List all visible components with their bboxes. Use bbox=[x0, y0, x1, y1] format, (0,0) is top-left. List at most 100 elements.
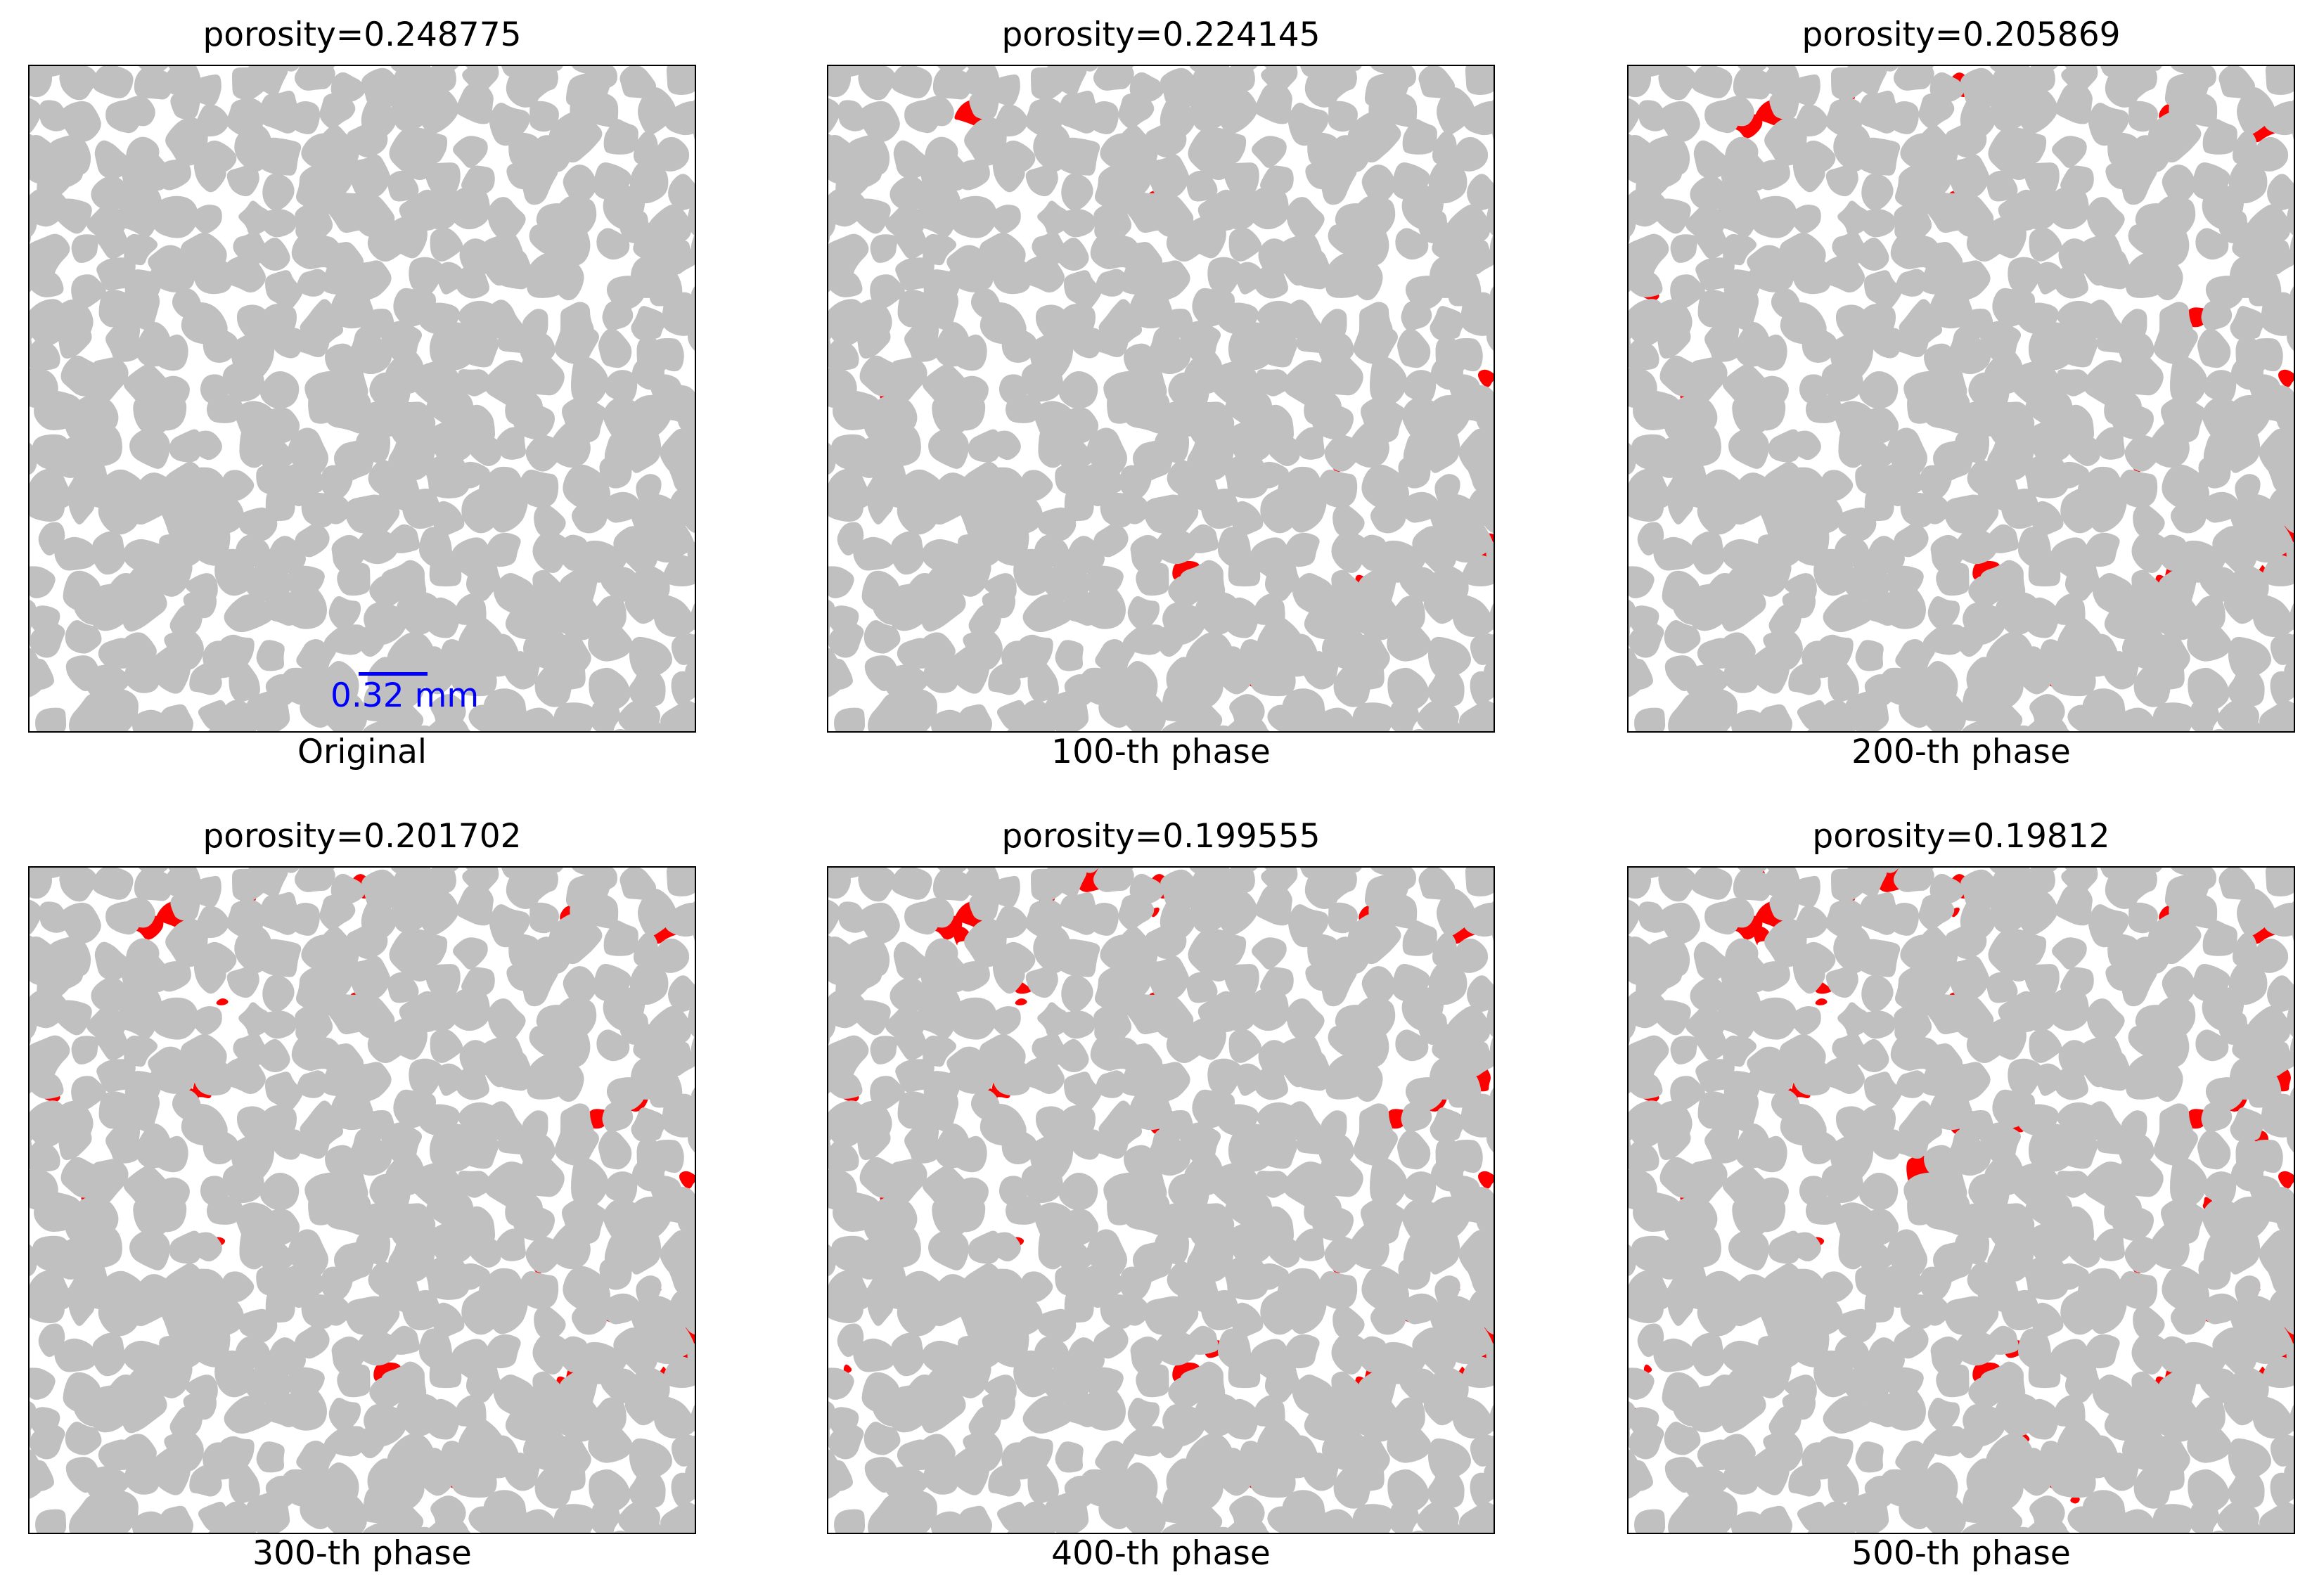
grain bbox=[870, 1036, 898, 1064]
grain bbox=[1918, 93, 1955, 129]
grain bbox=[453, 136, 488, 168]
grain bbox=[633, 932, 660, 970]
grain bbox=[1650, 952, 1683, 990]
grain bbox=[1695, 219, 1728, 259]
grain bbox=[220, 470, 255, 501]
grain bbox=[834, 1509, 866, 1533]
grain bbox=[1219, 934, 1247, 965]
grain bbox=[1353, 1454, 1385, 1491]
grain bbox=[1790, 1006, 1821, 1036]
grain bbox=[1479, 1291, 1494, 1335]
grain bbox=[60, 355, 101, 397]
grain bbox=[1629, 231, 1630, 244]
grain bbox=[1001, 328, 1037, 363]
grain bbox=[553, 1504, 596, 1533]
grain bbox=[1179, 560, 1226, 601]
grain bbox=[828, 1140, 859, 1173]
grain bbox=[620, 1225, 662, 1275]
grain bbox=[121, 1286, 167, 1327]
grain bbox=[1216, 989, 1259, 1031]
grain bbox=[515, 66, 558, 101]
grain bbox=[220, 634, 255, 670]
grain bbox=[1401, 300, 1432, 331]
grain bbox=[687, 322, 695, 352]
grain bbox=[454, 260, 489, 299]
grain bbox=[633, 1023, 669, 1066]
grain bbox=[2197, 328, 2231, 368]
grain bbox=[1771, 1532, 1778, 1533]
grain bbox=[150, 555, 193, 597]
grain bbox=[297, 1070, 329, 1098]
grain bbox=[1083, 581, 1126, 629]
grain bbox=[1650, 150, 1683, 188]
grain bbox=[30, 233, 70, 278]
grain bbox=[1444, 724, 1482, 731]
grains bbox=[30, 66, 695, 731]
grain bbox=[1887, 101, 1919, 134]
grain bbox=[1446, 517, 1494, 563]
grain bbox=[1025, 163, 1058, 197]
grain bbox=[1246, 988, 1289, 1031]
grain bbox=[30, 1140, 60, 1173]
grain bbox=[91, 977, 129, 1013]
grain bbox=[631, 1107, 667, 1142]
panel-title: porosity=0.199555 bbox=[1001, 817, 1321, 856]
grain bbox=[589, 1503, 621, 1533]
grain bbox=[1122, 1188, 1170, 1235]
grain bbox=[589, 1469, 631, 1512]
grain bbox=[189, 1465, 222, 1497]
grain bbox=[1787, 513, 1830, 566]
grain bbox=[1921, 1491, 1967, 1533]
grain bbox=[454, 1062, 489, 1100]
grain bbox=[1629, 98, 1641, 134]
grain bbox=[1629, 1071, 1663, 1099]
micrograph bbox=[1629, 66, 2294, 731]
grain bbox=[1058, 371, 1098, 409]
grain bbox=[1179, 1361, 1226, 1403]
grain bbox=[96, 689, 139, 731]
grain bbox=[1056, 1038, 1089, 1072]
grain bbox=[1828, 662, 1859, 702]
grain bbox=[429, 549, 462, 587]
grain bbox=[347, 955, 391, 999]
grain bbox=[1488, 603, 1494, 631]
grain bbox=[1463, 101, 1494, 136]
grain bbox=[1807, 1529, 1832, 1533]
grain bbox=[1252, 136, 1287, 168]
grain bbox=[1361, 165, 1396, 205]
grain bbox=[1946, 955, 1990, 999]
grain bbox=[681, 1291, 695, 1335]
grain bbox=[596, 228, 630, 260]
grain bbox=[1889, 319, 1929, 357]
grain bbox=[1486, 99, 1494, 140]
grain bbox=[1820, 1057, 1865, 1095]
grain bbox=[923, 1035, 957, 1067]
grain bbox=[2253, 938, 2289, 973]
grain bbox=[1690, 977, 1728, 1013]
grain bbox=[229, 662, 260, 702]
grain bbox=[1161, 1520, 1200, 1533]
grain bbox=[863, 1421, 901, 1455]
grain bbox=[170, 890, 201, 922]
grain bbox=[1398, 1255, 1431, 1290]
grain bbox=[2015, 89, 2058, 134]
grain bbox=[2204, 1171, 2237, 1204]
grain bbox=[666, 868, 695, 896]
grain bbox=[1664, 619, 1701, 654]
grain bbox=[30, 339, 60, 371]
grain bbox=[2232, 221, 2268, 264]
grain bbox=[1861, 173, 1894, 211]
grain bbox=[2019, 934, 2047, 965]
grain bbox=[265, 1071, 303, 1113]
grain bbox=[59, 902, 101, 944]
grain bbox=[949, 555, 991, 597]
grain bbox=[2092, 249, 2132, 290]
deposit-spot bbox=[843, 1364, 852, 1374]
grain bbox=[854, 1000, 891, 1036]
grain bbox=[420, 934, 448, 965]
grain bbox=[2170, 1157, 2208, 1207]
grain bbox=[1444, 1526, 1482, 1533]
grain bbox=[1133, 1531, 1146, 1533]
grain bbox=[1388, 702, 1420, 731]
grain bbox=[1213, 646, 1254, 695]
